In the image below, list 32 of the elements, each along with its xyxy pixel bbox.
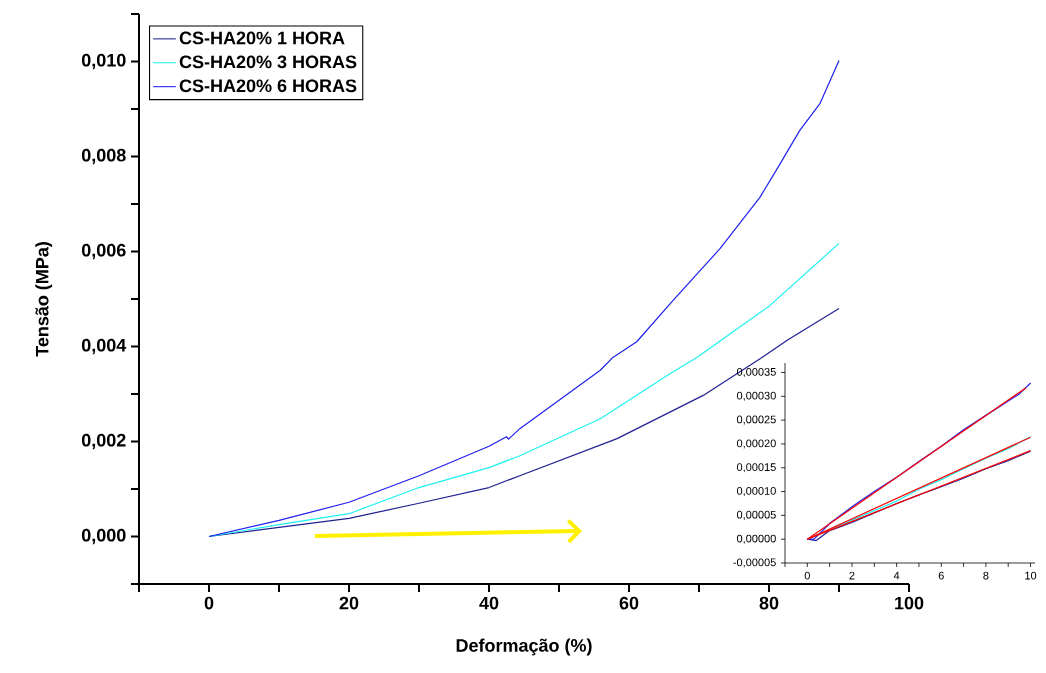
y-tick-label: 0,008	[81, 148, 126, 165]
y-tick-label: 0,004	[81, 338, 127, 355]
y-axis-title: Tensão (MPa)	[35, 242, 53, 357]
x-tick-label: 0	[204, 596, 214, 610]
legend-label: CS-HA20% 3 HORAS	[179, 55, 357, 69]
y-tick-label: 0,00030	[736, 391, 776, 401]
x-tick-label: 4	[893, 571, 900, 580]
x-tick-label: 10	[1025, 571, 1037, 580]
y-tick-label: 0,006	[81, 243, 126, 260]
y-tick-label: 0,002	[81, 433, 126, 450]
x-tick-label: 20	[339, 596, 359, 610]
y-tick-label: 0,010	[81, 53, 126, 70]
x-tick-label: 100	[895, 596, 924, 610]
x-tick-label: 80	[759, 596, 779, 610]
y-tick-label: 0,00010	[736, 487, 776, 497]
y-tick-label: 0,00005	[736, 510, 776, 520]
legend-label: CS-HA20% 6 HORAS	[179, 79, 357, 93]
legend-label: CS-HA20% 1 HORA	[179, 31, 345, 45]
x-axis-title: Deformação (%)	[456, 638, 592, 656]
x-tick-label: 6	[938, 571, 944, 580]
x-tick-label: 0	[804, 571, 810, 580]
y-tick-label: 0,00025	[736, 415, 776, 425]
x-tick-label: 60	[619, 596, 639, 610]
y-tick-label: 0,00020	[736, 439, 776, 449]
y-tick-label: 0,00000	[736, 534, 776, 544]
x-tick-label: 40	[479, 596, 499, 610]
x-tick-label: 2	[849, 571, 855, 580]
y-tick-label: 0,00035	[736, 367, 776, 378]
y-tick-label: 0,000	[81, 528, 126, 545]
y-tick-label: 0,00015	[736, 463, 776, 473]
x-tick-label: 8	[983, 571, 989, 580]
y-tick-label: -0,00005	[733, 558, 776, 568]
